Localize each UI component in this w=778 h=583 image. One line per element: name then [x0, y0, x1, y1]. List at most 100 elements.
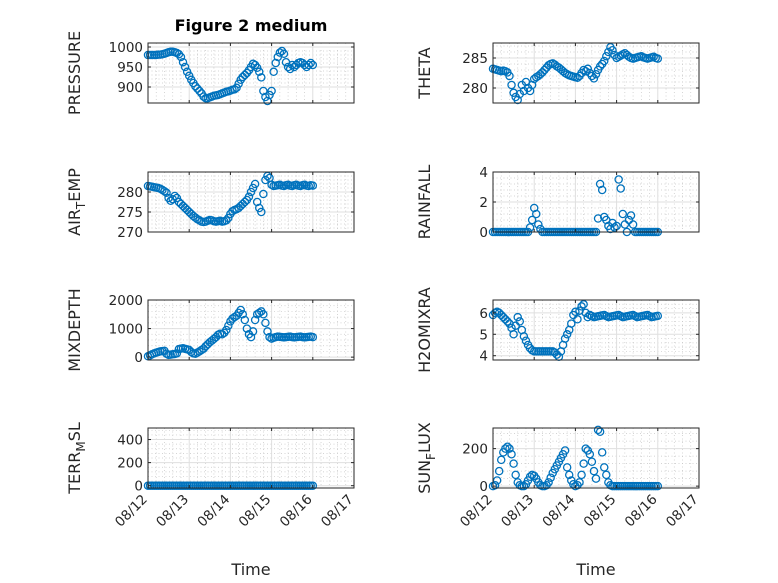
x-tick-label: 08/15: [236, 492, 275, 531]
data-point: [573, 73, 582, 83]
data-point: [519, 332, 529, 341]
data-point: [610, 223, 619, 232]
data-point: [505, 71, 514, 81]
data-point: [263, 327, 272, 336]
axes-background: [492, 427, 700, 489]
data-point: [494, 466, 504, 476]
data-point: [608, 45, 617, 55]
axes-frame: [147, 42, 355, 104]
data-point: [653, 54, 663, 63]
y-axis-label-tail: SL: [65, 422, 84, 441]
data-point: [490, 480, 500, 490]
data-point: [560, 446, 570, 455]
data-point: [304, 60, 313, 70]
data-point: [191, 81, 200, 91]
data-point: [265, 90, 274, 100]
axes-background: [147, 171, 355, 233]
data-point: [583, 312, 593, 322]
subplot-3: 270 275 280 AIRTEMP: [65, 168, 355, 241]
y-axis-label-main: H2OMIXRA: [415, 287, 434, 373]
data-point: [567, 319, 576, 328]
data-point: [587, 71, 597, 81]
data-point: [222, 216, 231, 225]
y-tick-label: 4: [479, 165, 488, 181]
data-point: [252, 63, 262, 73]
data-point: [160, 186, 169, 196]
y-tick-label: 4: [479, 349, 488, 365]
data-point: [246, 187, 256, 197]
data-point: [507, 80, 516, 90]
x-tick-label: 08/16: [622, 492, 661, 531]
subplot-7: 0 200 400 08/12 08/13 08/14 08/15 08/16 08/17 Tim…: [65, 422, 357, 579]
data-point: [540, 65, 549, 75]
y-axis-label-main: PRESSURE: [65, 31, 84, 115]
x-tick-label: 08/12: [112, 492, 151, 531]
data-point: [193, 84, 202, 93]
chart-title: Figure 2 medium: [175, 16, 328, 35]
data-point: [653, 481, 663, 491]
y-axis-label: RAINFALL: [415, 165, 434, 240]
data-point: [573, 315, 582, 324]
data-point: [575, 478, 584, 487]
x-axis-label: Time: [230, 560, 270, 579]
data-point: [244, 192, 254, 202]
data-point: [248, 183, 258, 193]
data-point: [562, 463, 572, 472]
y-axis-label-tail: EMP: [65, 168, 84, 202]
y-tick-label: 280: [462, 81, 488, 97]
data-point: [628, 220, 638, 229]
y-axis-label-main: TERR: [65, 452, 84, 495]
x-tick-label: 08/12: [457, 492, 496, 531]
data-point: [257, 73, 266, 82]
subplot-8: 0 200 08/12 08/13 08/14 08/15 08/16 08/17 Time SU…: [415, 422, 702, 579]
data-point: [544, 478, 553, 487]
data-point: [230, 85, 239, 94]
data-point: [308, 181, 318, 190]
data-point: [279, 49, 289, 59]
x-tick-label: 08/13: [153, 492, 192, 531]
data-point: [564, 470, 574, 480]
y-tick-label: 0: [134, 350, 143, 366]
axes-frame: [492, 42, 700, 104]
y-tick-label: 400: [117, 433, 143, 449]
data-point: [199, 92, 208, 101]
x-axis-label: Time: [575, 560, 615, 579]
data-point: [581, 66, 590, 76]
y-tick-label: 0: [134, 479, 143, 495]
subplot-6: 4 5 6 H2OMIXRA: [415, 287, 700, 373]
data-point: [507, 449, 516, 459]
data-point: [265, 332, 274, 342]
y-axis-label-subscript: T: [74, 201, 88, 210]
data-point: [503, 317, 512, 326]
data-point: [579, 300, 588, 309]
y-axis-label: MIXDEPTH: [65, 288, 84, 371]
x-tick-label: 08/14: [539, 492, 578, 531]
y-tick-label: 2: [479, 195, 488, 211]
data-point: [195, 86, 204, 96]
data-point: [560, 334, 570, 343]
x-tick-label: 08/17: [663, 492, 702, 531]
data-point: [616, 184, 625, 193]
data-point: [248, 327, 258, 336]
y-tick-label: 2000: [109, 293, 143, 309]
y-axis-label: TERRMSL: [65, 422, 88, 495]
data-point: [184, 71, 194, 81]
data-point: [172, 349, 182, 358]
x-tick-label: 08/16: [277, 492, 316, 531]
data-point: [269, 67, 278, 77]
data-point: [308, 332, 318, 342]
y-axis-label-subscript: M: [74, 441, 88, 451]
data-point: [591, 474, 601, 483]
data-point: [597, 185, 607, 195]
y-tick-label: 1000: [109, 322, 143, 338]
data-point: [581, 444, 590, 453]
y-tick-label: 200: [462, 442, 488, 458]
y-tick-label: 5: [479, 327, 488, 343]
subplot-2: 280 285 THETA: [415, 42, 700, 105]
data-point: [503, 442, 512, 451]
data-point: [599, 56, 609, 66]
axes-frame: [492, 299, 700, 361]
data-point: [172, 193, 182, 203]
data-point: [546, 473, 555, 482]
x-tick-label: 08/14: [194, 492, 233, 531]
